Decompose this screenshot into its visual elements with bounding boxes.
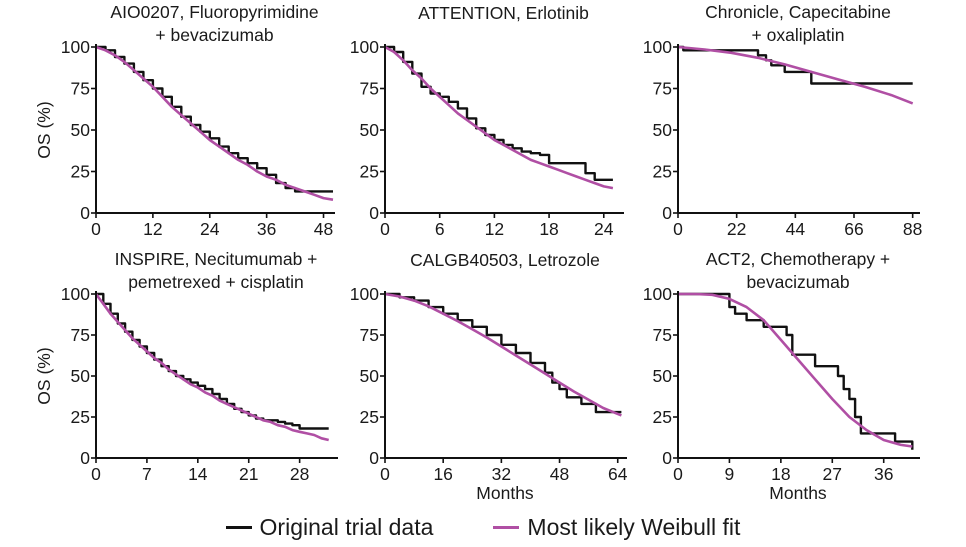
x-tick-label: 27	[823, 464, 842, 484]
y-tick-label: 100	[350, 284, 379, 304]
chart-panel-3: Chronicle, Capecitabine + oxaliplatin 0 25 5…	[643, 2, 923, 239]
y-tick-label: 50	[71, 120, 91, 140]
x-tick-label: 0	[673, 219, 683, 239]
x-tick-label: 36	[257, 219, 276, 239]
x-tick-label: 0	[673, 464, 683, 484]
legend-item-original: Original trial data	[225, 513, 434, 541]
y-tick-label: 50	[360, 366, 380, 386]
x-tick-label: 88	[903, 219, 922, 239]
series-line-weibull	[384, 45, 614, 190]
x-tick-label: 48	[550, 464, 569, 484]
y-axis-label: OS (%)	[34, 347, 54, 404]
x-tick-label: 64	[608, 464, 628, 484]
y-tick-label: 100	[61, 37, 90, 57]
series-line-original	[96, 292, 329, 430]
chart-panel-2: ATTENTION, Erlotinib 0 25 50 75 100 0 6 12 18 24	[350, 3, 624, 239]
x-tick-label: 14	[188, 464, 208, 484]
series-line-weibull	[678, 292, 913, 448]
series-line-weibull	[95, 45, 334, 201]
x-tick-label: 32	[492, 464, 511, 484]
y-tick-label: 0	[662, 203, 672, 223]
y-tick-label: 0	[80, 203, 90, 223]
y-tick-label: 75	[360, 325, 379, 345]
x-tick-label: 18	[539, 219, 558, 239]
x-tick-label: 22	[727, 219, 746, 239]
y-tick-label: 25	[71, 407, 90, 427]
x-tick-label: 7	[142, 464, 152, 484]
x-tick-label: 21	[239, 464, 258, 484]
y-tick-label: 50	[653, 366, 673, 386]
legend-item-weibull: Most likely Weibull fit	[493, 514, 740, 541]
x-tick-label: 36	[874, 464, 893, 484]
legend-label-weibull: Most likely Weibull fit	[527, 513, 741, 540]
x-tick-label: 0	[91, 219, 101, 239]
y-tick-label: 50	[360, 120, 380, 140]
x-tick-label: 12	[143, 219, 162, 239]
y-tick-label: 75	[653, 325, 672, 345]
x-axis-label: Months	[476, 483, 534, 503]
x-tick-label: 12	[485, 219, 504, 239]
y-tick-label: 50	[653, 120, 673, 140]
y-tick-label: 0	[662, 448, 672, 468]
chart-panel-6: ACT2, Chemotherapy + bevacizumab 0 25 50 75 10…	[643, 249, 920, 503]
series-line-original	[678, 45, 913, 85]
x-tick-label: 9	[725, 464, 735, 484]
x-tick-label: 0	[380, 464, 390, 484]
y-tick-label: 75	[360, 79, 379, 99]
x-tick-label: 0	[380, 219, 390, 239]
x-tick-label: 24	[200, 219, 220, 239]
y-tick-label: 25	[653, 407, 672, 427]
chart-title-line: AIO0207, Fluoropyrimidine	[110, 2, 318, 22]
legend-swatch-weibull	[493, 525, 520, 529]
x-tick-label: 6	[435, 219, 445, 239]
series-line-original	[385, 45, 613, 181]
legend: Original trial data Most likely Weibull …	[0, 510, 966, 544]
series-line-original	[678, 292, 914, 450]
legend-label-original: Original trial data	[259, 513, 434, 540]
x-tick-label: 16	[433, 464, 452, 484]
y-tick-label: 25	[653, 162, 672, 182]
chart-panel-4: INSPIRE, Necitumumab + pemetrexed + cispl…	[34, 249, 338, 484]
y-tick-label: 75	[653, 79, 672, 99]
series-line-weibull	[94, 293, 329, 442]
chart-panel-5: CALGB40503, Letrozole 0 25 50 75 100 0 16 32 48 64…	[350, 250, 628, 503]
y-tick-label: 100	[350, 37, 379, 57]
y-tick-label: 100	[643, 284, 672, 304]
chart-title-line: + bevacizumab	[155, 25, 273, 45]
series-line-weibull	[677, 45, 914, 105]
x-tick-label: 48	[314, 219, 333, 239]
chart-title-line: CALGB40503, Letrozole	[410, 250, 600, 270]
x-tick-label: 18	[771, 464, 790, 484]
y-tick-label: 25	[360, 407, 379, 427]
chart-title-line: bevacizumab	[746, 272, 849, 292]
y-tick-label: 0	[369, 448, 379, 468]
chart-panel-1: AIO0207, Fluoropyrimidine + bevacizumab 0 2…	[34, 2, 335, 239]
x-axis-label: Months	[769, 483, 827, 503]
x-tick-label: 24	[594, 219, 614, 239]
legend-swatch-original	[225, 525, 252, 529]
chart-title-line: ACT2, Chemotherapy +	[706, 249, 890, 269]
chart-title-line: ATTENTION, Erlotinib	[418, 3, 589, 23]
x-tick-label: 0	[91, 464, 101, 484]
x-tick-label: 28	[290, 464, 309, 484]
y-tick-label: 25	[71, 162, 90, 182]
x-tick-label: 44	[786, 219, 806, 239]
chart-title-line: pemetrexed + cisplatin	[128, 272, 304, 292]
y-tick-label: 0	[80, 448, 90, 468]
y-tick-label: 50	[71, 366, 91, 386]
y-tick-label: 75	[71, 79, 90, 99]
series-line-weibull	[384, 292, 622, 417]
y-axis-label: OS (%)	[34, 101, 54, 158]
series-line-original	[385, 292, 622, 414]
y-tick-label: 75	[71, 325, 90, 345]
chart-title-line: Chronicle, Capecitabine	[705, 2, 891, 22]
y-tick-label: 0	[369, 203, 379, 223]
y-tick-label: 100	[61, 284, 90, 304]
chart-title-line: INSPIRE, Necitumumab +	[115, 249, 318, 269]
x-tick-label: 66	[844, 219, 863, 239]
chart-title-line: + oxaliplatin	[752, 25, 845, 45]
y-tick-label: 25	[360, 162, 379, 182]
y-tick-label: 100	[643, 37, 672, 57]
